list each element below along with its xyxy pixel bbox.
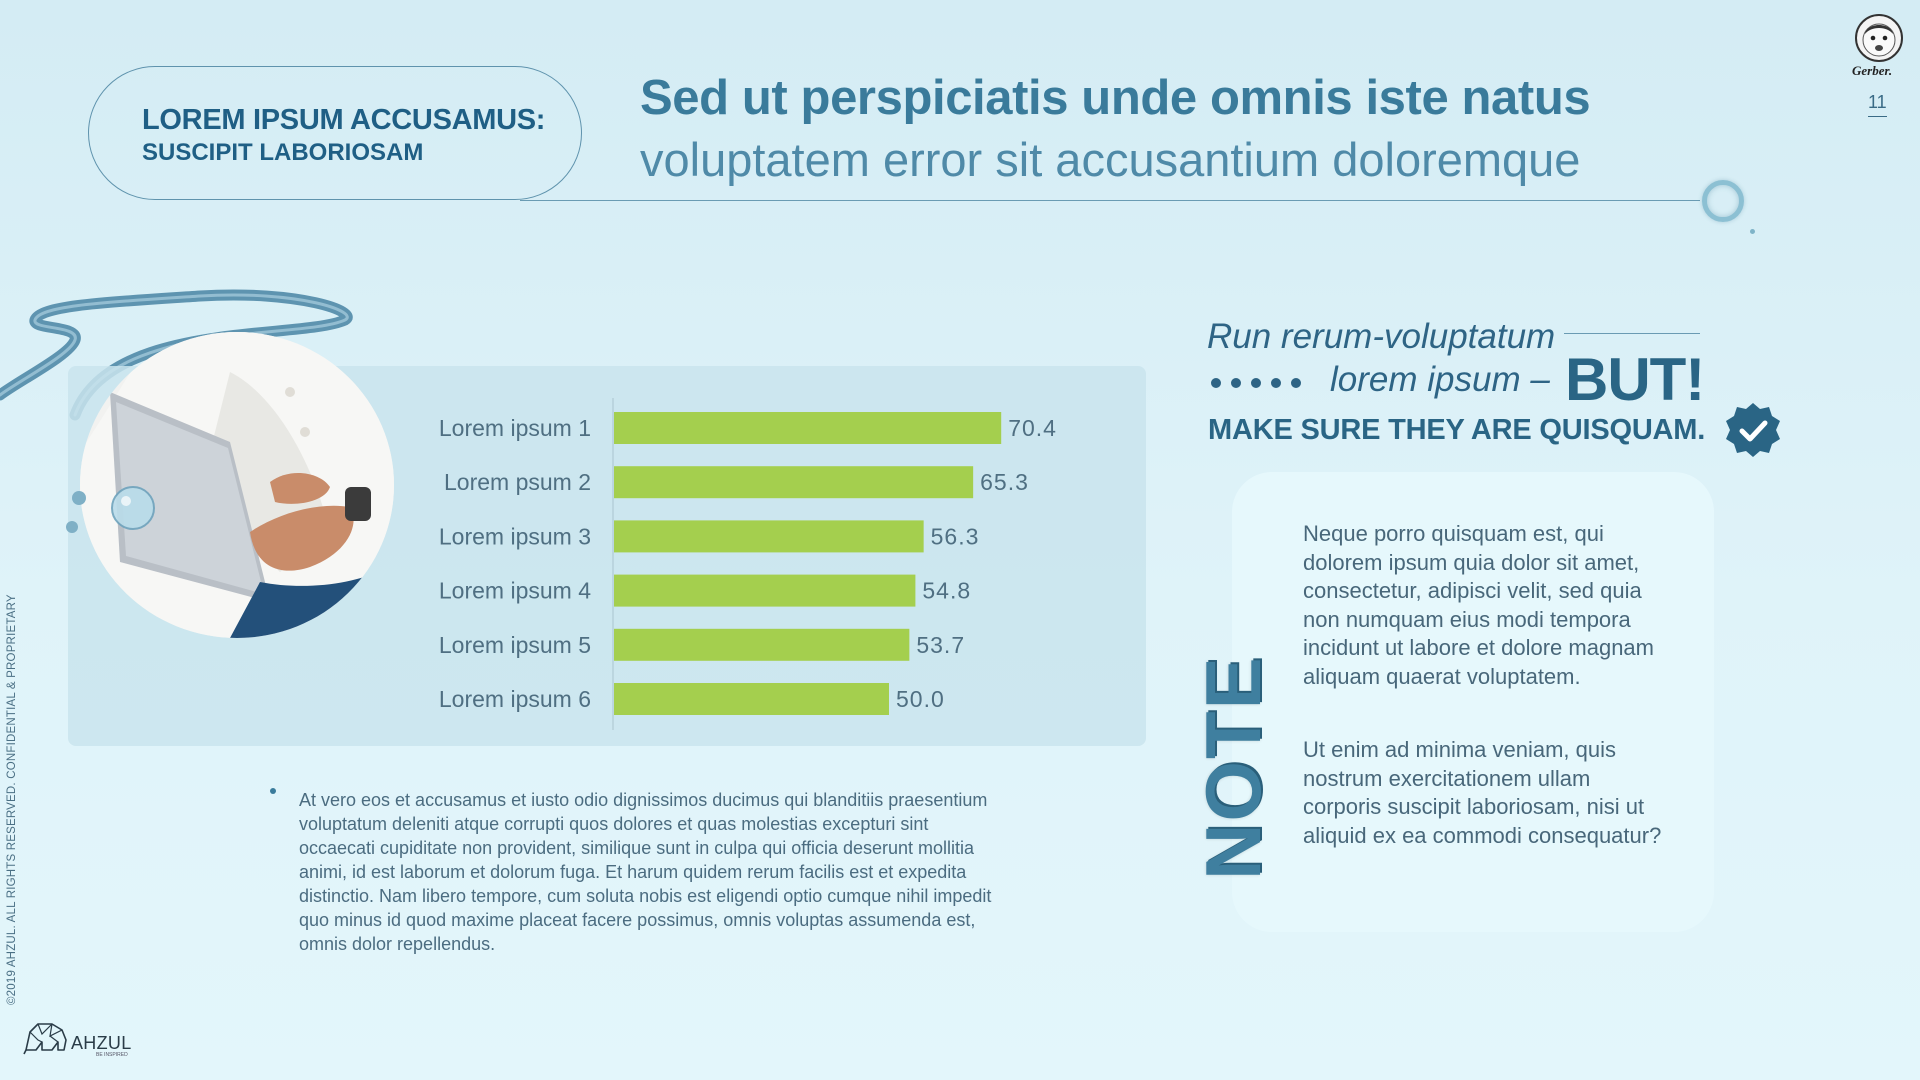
bar-3 [614, 520, 924, 553]
bar-2 [614, 466, 974, 499]
elephant-icon [23, 1023, 67, 1055]
ahzul-tagline: BE INSPIRED [96, 1052, 128, 1058]
note-paragraph-2: Ut enim ad minima veniam, quis nostrum e… [1303, 737, 1662, 848]
header-divider [520, 200, 1700, 201]
note-card [1232, 472, 1714, 932]
bubble-decoration [66, 486, 155, 533]
note-label: NOTE [1189, 655, 1277, 880]
check-badge-icon [1726, 403, 1780, 457]
photo-person-laptop [80, 332, 394, 638]
gerber-baby-icon [1855, 14, 1903, 62]
value-label-1: 70.4 [1008, 415, 1057, 441]
value-label-4: 54.8 [922, 578, 971, 604]
bar-6 [614, 683, 889, 715]
value-label-3: 56.3 [931, 523, 980, 549]
bullet-marker [270, 788, 276, 794]
category-label-4: Lorem ipsum 4 [439, 578, 591, 604]
bar-5 [614, 628, 910, 661]
ahzul-logo-text: AHZUL [71, 1033, 132, 1053]
category-label-6: Lorem ipsum 6 [439, 686, 591, 712]
page-subtitle: voluptatem error sit accusantium dolorem… [640, 133, 1581, 186]
gerber-logo-text: Gerber. [1852, 63, 1893, 78]
note-paragraph-1: Neque porro quisquam est, qui dolorem ip… [1303, 521, 1654, 689]
value-label-2: 65.3 [980, 469, 1029, 495]
ring-decoration [1702, 180, 1744, 222]
section-title-pill [88, 66, 582, 200]
category-label-2: Lorem psum 2 [444, 469, 591, 495]
page-number: 11 [1868, 92, 1887, 117]
callout-line2: lorem ipsum – [1330, 360, 1550, 399]
bullet-paragraph: At vero eos et accusamus et iusto odio d… [299, 790, 992, 954]
page-title: Sed ut perspiciatis unde omnis iste natu… [640, 71, 1591, 125]
callout-emphasis: BUT! [1565, 346, 1705, 413]
value-label-5: 53.7 [916, 632, 965, 658]
bar-chart: Lorem ipsum 1 70.4 Lorem psum 2 65.3 Lorem i… [439, 398, 1057, 730]
dot-decoration [1750, 229, 1755, 234]
section-title: LOREM IPSUM ACCUSAMUS: [142, 104, 546, 136]
callout-line3: MAKE SURE THEY ARE QUISQUAM. [1208, 414, 1706, 446]
category-label-3: Lorem ipsum 3 [439, 523, 591, 549]
legal-notice: ©2019 AHZUL. ALL RIGHTS RESERVED. CONFID… [6, 594, 18, 1005]
category-label-1: Lorem ipsum 1 [439, 415, 591, 441]
bar-1 [614, 412, 1002, 444]
callout-line1: Run rerum-voluptatum [1207, 317, 1556, 356]
callout-rule [1564, 333, 1700, 334]
dots-decoration [1211, 378, 1301, 388]
section-subtitle: SUSCIPIT LABORIOSAM [142, 139, 424, 166]
bar-4 [614, 574, 916, 607]
value-label-6: 50.0 [896, 686, 945, 712]
category-label-5: Lorem ipsum 5 [439, 632, 591, 658]
